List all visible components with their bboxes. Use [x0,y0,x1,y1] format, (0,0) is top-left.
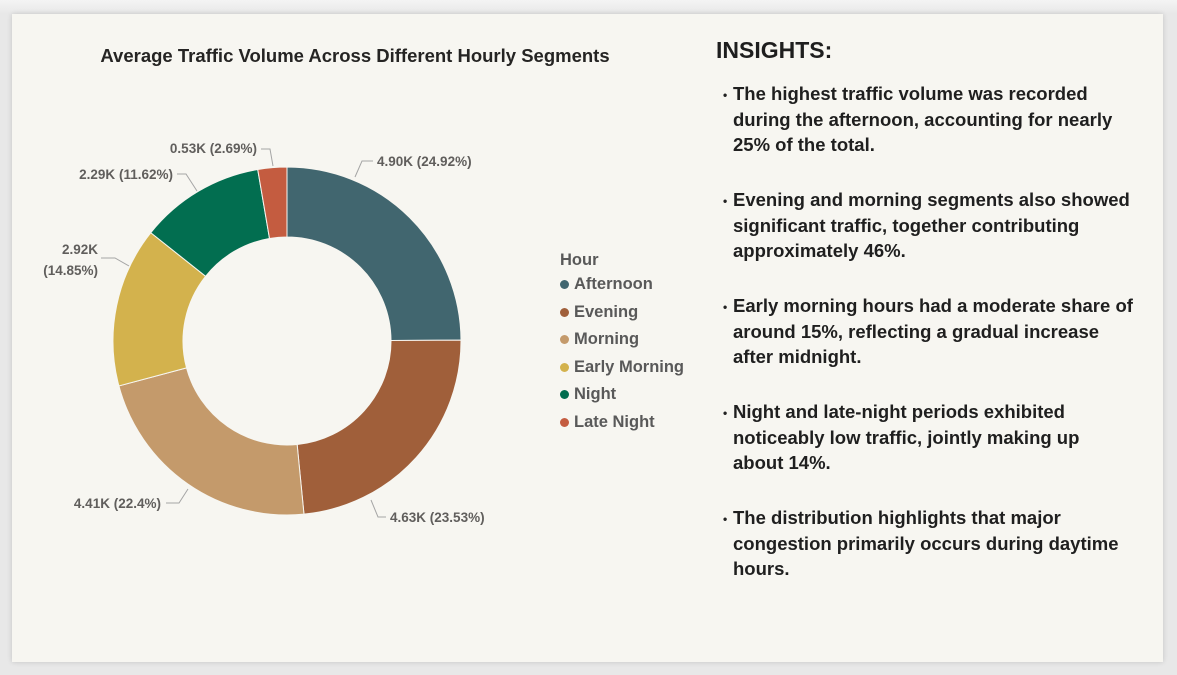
donut-slice-morning[interactable] [118,367,305,516]
legend-item-early-morning[interactable]: Early Morning [552,353,712,381]
insight-item: • Evening and morning segments also show… [712,187,1157,265]
data-label-percent: (2.69%) [210,141,257,156]
data-label-afternoon: 4.90K (24.92%) [377,154,472,169]
donut-slice-afternoon[interactable] [286,166,462,341]
insight-text: Early morning hours had a moderate share… [733,293,1133,370]
insights-heading: INSIGHTS: [716,37,833,63]
bullet-icon: • [723,406,728,420]
data-label-night: 2.29K (11.62%) [79,167,173,182]
insight-line: around 15%, reflecting a gradual increas… [733,320,1100,342]
insight-line: noticeably low traffic, jointly making u… [733,426,1080,448]
data-label-value: 0.53K [170,141,206,156]
leader-line-early-morning [101,257,130,267]
insight-item: • The distribution highlights that major… [712,505,1157,583]
report-card: Average Traffic Volume Across Different … [12,14,1163,662]
data-label-percent: (11.62%) [119,167,173,182]
data-labels: 4.90K (24.92%) 4.63K (23.53%) 4.41K (22.4%… [43,141,484,525]
leader-line-afternoon [354,160,373,178]
donut-slices [112,166,462,516]
chart-title: Average Traffic Volume Across Different … [100,45,609,66]
donut-chart: Average Traffic Volume Across Different … [43,45,609,525]
data-label-percent: (24.92%) [417,154,472,169]
bullet-icon: • [723,88,728,102]
legend-label: Late Night [574,413,655,431]
data-label-percent: (23.53%) [430,510,485,525]
leader-lines [101,148,386,518]
legend-label: Early Morning [574,357,685,376]
insight-line: after midnight. [733,346,862,368]
legend-label: Night [574,385,617,404]
legend-item-morning[interactable]: Morning [552,325,712,353]
insight-line: significant traffic, together contributi… [733,214,1080,236]
legend-item-afternoon[interactable]: Afternoon [552,270,712,298]
legend-item-night[interactable]: Night [552,380,712,408]
insight-line: Evening and morning segments also showed [733,189,1130,210]
leader-line-evening [370,499,386,518]
data-label-value: 2.92K [62,242,98,257]
legend-dot-icon [560,307,569,317]
legend-dot-icon [560,362,569,372]
leader-line-morning [166,488,189,504]
legend-dot-icon [560,418,569,427]
insight-text: The distribution highlights that major c… [733,505,1119,582]
data-label-evening: 4.63K (23.53%) [390,510,485,525]
data-label-value: 4.63K [390,510,426,525]
bullet-icon: • [723,300,728,314]
insight-line: Night and late-night periods exhibited [733,401,1065,422]
leader-line-late-night [261,148,274,167]
legend-label: Afternoon [574,275,653,293]
legend-label: Morning [574,330,640,349]
insight-line: The highest traffic volume was recorded [733,83,1088,104]
donut-slice-late-night[interactable] [257,166,288,240]
data-label-early-morning: 2.92K (14.85%) [43,242,98,278]
data-label-value: 4.90K [377,154,413,169]
data-label-percent: (22.4%) [114,496,161,511]
insight-line: hours. [733,558,790,580]
chart-legend: Hour Afternoon Evening Morning Early Mor… [552,244,712,444]
data-label-morning: 4.41K (22.4%) [74,496,161,511]
insight-item: • Early morning hours had a moderate sha… [712,293,1157,371]
insight-line: The distribution highlights that major [733,507,1061,528]
bullet-icon: • [723,512,728,526]
data-label-value: 4.41K [74,496,110,511]
insight-item: • The highest traffic volume was recorde… [712,81,1157,159]
insight-text: Evening and morning segments also showed… [733,187,1130,264]
bullet-icon: • [723,194,728,208]
insights-panel: INSIGHTS: • The highest traffic volume w… [712,14,1157,662]
insight-item: • Night and late-night periods exhibited… [712,399,1157,477]
insight-line: congestion primarily occurs during dayti… [733,532,1119,554]
data-label-percent: (14.85%) [43,263,98,278]
insight-line: 25% of the total. [733,134,875,156]
legend-label: Evening [574,302,639,321]
legend-dot-icon [560,335,569,345]
insight-line: about 14%. [733,452,831,474]
insight-text: The highest traffic volume was recorded … [733,81,1112,158]
insight-text: Night and late-night periods exhibited n… [733,399,1079,476]
insight-line: approximately 46%. [733,240,906,262]
data-label-value: 2.29K [79,167,115,182]
data-label-late-night: 0.53K (2.69%) [170,141,257,156]
legend-item-late-night[interactable]: Late Night [552,408,712,436]
legend-item-evening[interactable]: Evening [552,298,712,326]
legend-dot-icon [560,390,569,400]
leader-line-night [177,173,198,192]
insight-line: during the afternoon, accounting for nea… [733,108,1113,130]
insight-line: Early morning hours had a moderate share… [733,295,1133,316]
legend-dot-icon [560,280,569,289]
legend-title: Hour [560,251,599,269]
donut-slice-evening[interactable] [296,339,462,515]
